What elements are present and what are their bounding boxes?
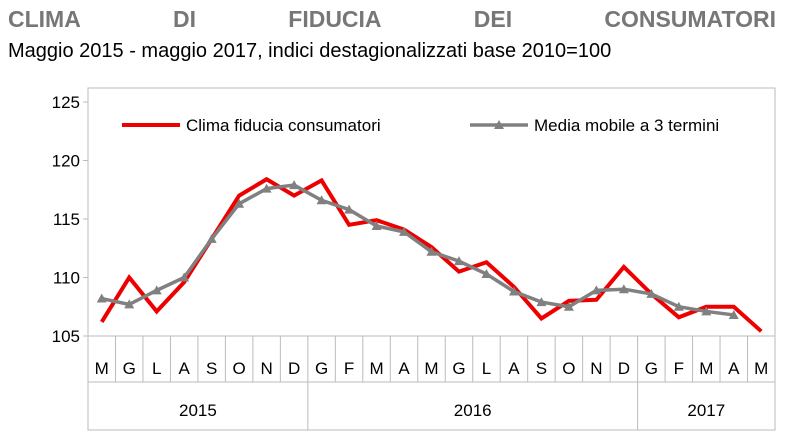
x-tick-label: A <box>179 359 191 378</box>
title-word: CONSUMATORI <box>604 6 776 32</box>
series-marker <box>426 246 437 256</box>
series-marker <box>399 226 410 236</box>
y-tick-label: 115 <box>53 210 80 229</box>
x-tick-label: N <box>590 359 602 378</box>
x-tick-label: L <box>152 359 161 378</box>
y-tick-label: 120 <box>52 152 80 171</box>
legend-label-0: Clima fiducia consumatori <box>186 116 381 135</box>
x-tick-label: M <box>95 359 109 378</box>
x-tick-label: A <box>398 359 410 378</box>
series-marker <box>673 301 684 311</box>
series-marker <box>591 285 602 295</box>
series-marker <box>728 309 739 319</box>
series-marker <box>508 286 519 296</box>
x-tick-label: G <box>123 359 136 378</box>
series-marker <box>344 204 355 214</box>
x-tick-label: D <box>288 359 300 378</box>
year-label: 2017 <box>687 401 725 420</box>
series-marker <box>481 268 492 278</box>
y-tick-label: 105 <box>52 327 80 346</box>
x-tick-label: M <box>369 359 383 378</box>
x-tick-label: F <box>344 359 354 378</box>
series-marker <box>563 301 574 311</box>
x-tick-label: L <box>482 359 491 378</box>
series-marker <box>453 256 464 266</box>
x-tick-label: A <box>728 359 740 378</box>
series-marker <box>261 183 272 193</box>
year-label: 2016 <box>454 401 492 420</box>
title-word: DEI <box>473 6 513 32</box>
title-word: CLIMA <box>8 6 81 32</box>
series-marker <box>124 299 135 309</box>
chart-subtitle: Maggio 2015 - maggio 2017, indici destag… <box>8 40 612 62</box>
series-marker <box>206 233 217 243</box>
x-tick-label: D <box>618 359 630 378</box>
x-tick-label: G <box>315 359 328 378</box>
x-tick-label: G <box>452 359 465 378</box>
legend-marker <box>494 120 504 129</box>
title-word: DI <box>173 6 197 32</box>
series-marker <box>96 293 107 303</box>
series-marker <box>701 306 712 316</box>
x-tick-label: F <box>674 359 684 378</box>
x-tick-label: G <box>645 359 658 378</box>
x-tick-label: M <box>754 359 768 378</box>
series-marker <box>289 180 300 190</box>
series-marker <box>179 272 190 282</box>
x-tick-label: S <box>206 359 217 378</box>
x-tick-label: M <box>424 359 438 378</box>
x-tick-label: S <box>536 359 547 378</box>
series-marker <box>151 285 162 295</box>
series-marker <box>371 221 382 231</box>
y-tick-label: 125 <box>52 93 80 112</box>
series-line-1 <box>101 183 735 317</box>
x-tick-label: N <box>260 359 272 378</box>
plot-frame <box>87 87 776 431</box>
series-marker <box>536 297 547 307</box>
legend-label-1: Media mobile a 3 termini <box>534 116 719 135</box>
series-marker <box>618 284 629 294</box>
x-tick-label: O <box>562 359 575 378</box>
series-marker <box>646 288 657 298</box>
chart-title: CLIMA DI FIDUCIA DEI CONSUMATORI <box>8 6 776 33</box>
year-label: 2015 <box>179 401 217 420</box>
x-tick-label: O <box>233 359 246 378</box>
y-tick-label: 110 <box>53 269 80 288</box>
series-marker <box>316 195 327 205</box>
series-marker <box>234 198 245 208</box>
title-word: FIDUCIA <box>288 6 382 32</box>
x-tick-label: A <box>508 359 520 378</box>
x-tick-label: M <box>699 359 713 378</box>
